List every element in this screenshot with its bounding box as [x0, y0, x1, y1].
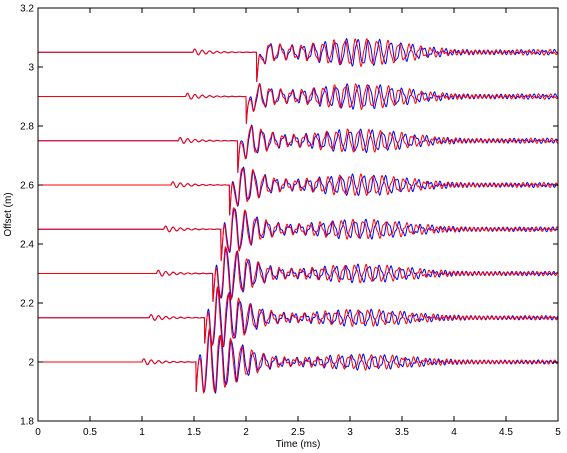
- y-tick-label: 2.4: [20, 240, 34, 251]
- x-tick-label: 3: [347, 427, 353, 438]
- x-tick-label: 0.5: [83, 427, 97, 438]
- trace-line-blue-5: [38, 124, 558, 173]
- y-tick-label: 3: [28, 63, 34, 74]
- trace-line-blue-7: [38, 37, 558, 82]
- trace-line-blue-3: [38, 208, 558, 261]
- x-tick-label: 0: [35, 427, 41, 438]
- y-tick-label: 1.8: [20, 417, 34, 428]
- y-tick-label: 2.6: [20, 181, 34, 192]
- y-tick-label: 3.2: [20, 4, 34, 15]
- x-axis-title: Time (ms): [276, 439, 321, 450]
- trace-line-red-5: [38, 125, 558, 173]
- x-tick-label: 1.5: [187, 427, 201, 438]
- x-tick-label: 2.5: [291, 427, 305, 438]
- x-tick-label: 1: [139, 427, 145, 438]
- x-tick-label: 3.5: [395, 427, 409, 438]
- x-tick-label: 5: [555, 427, 561, 438]
- x-tick-label: 2: [243, 427, 249, 438]
- trace-line-blue-4: [38, 166, 558, 216]
- trace-line-red-3: [38, 207, 558, 261]
- trace-line-red-2: [38, 245, 558, 302]
- trace-line-red-7: [38, 38, 558, 82]
- y-tick-label: 2: [28, 358, 34, 369]
- traces-layer: [38, 37, 558, 395]
- trace-line-red-0: [38, 328, 558, 395]
- trace-line-red-1: [38, 285, 558, 348]
- ticks-layer: 0 0.5 1 1.5 2 2.5 3 3.5 4 4.5 5 1.8 2 2.2 2.4 2.6 2.8 3 3.…: [20, 4, 561, 439]
- y-tick-label: 2.8: [20, 122, 34, 133]
- y-tick-label: 2.2: [20, 299, 34, 310]
- x-tick-label: 4.5: [499, 427, 513, 438]
- y-axis-title: Offset (m): [3, 192, 14, 236]
- trace-line-red-4: [38, 168, 558, 216]
- x-tick-label: 4: [451, 427, 457, 438]
- trace-line-red-6: [38, 83, 558, 124]
- trace-line-blue-6: [38, 82, 558, 124]
